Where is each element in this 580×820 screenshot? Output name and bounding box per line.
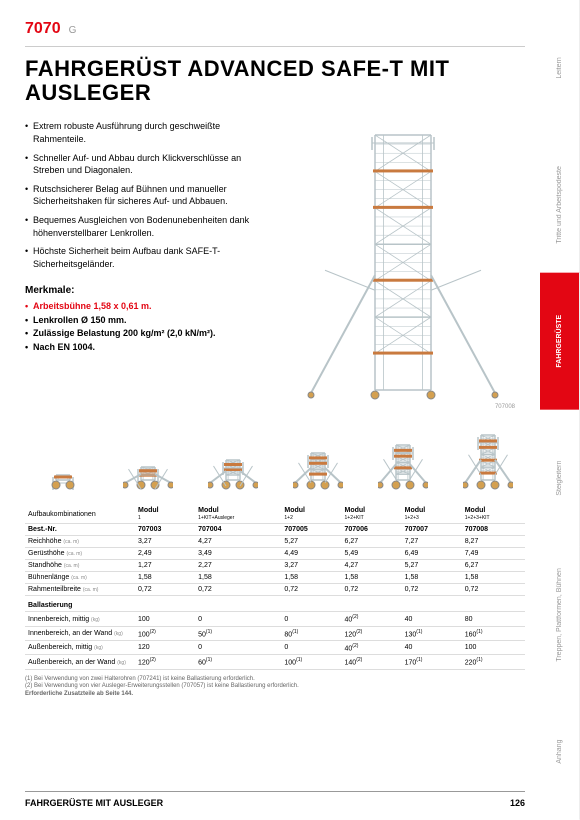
variant-thumb [365, 440, 440, 500]
variant-thumb [280, 448, 355, 500]
category-sidebar: LeiternTritte und ArbeitspodesteFAHRGERÜ… [540, 0, 580, 820]
feature-item: Extrem robuste Ausführung durch geschwei… [25, 120, 270, 145]
spec-item: Zulässige Belastung 200 kg/m² (2,0 kN/m²… [25, 327, 270, 341]
product-suffix: G [69, 25, 77, 36]
feature-item: Höchste Sicherheit beim Aufbau dank SAFE… [25, 245, 270, 270]
variant-thumb [450, 430, 525, 500]
variant-thumb [110, 462, 185, 500]
footnote: (1) Bei Verwendung von zwei Halterohren … [25, 676, 525, 684]
product-image [280, 120, 525, 410]
footnote: (2) Bei Verwendung von vier Ausleger-Erw… [25, 683, 525, 691]
sidebar-tab[interactable]: Leitern [540, 0, 580, 137]
feature-item: Rutschsicherer Belag auf Bühnen und manu… [25, 183, 270, 208]
variant-thumb [195, 455, 270, 500]
sidebar-tab[interactable]: FAHRGERÜSTE [540, 273, 580, 410]
sidebar-tab[interactable]: Treppen, Plattformen, Bühnen [540, 547, 580, 684]
footnote: Erforderliche Zusatzteile ab Seite 144. [25, 691, 525, 699]
product-code: 7070 [25, 20, 61, 37]
spec-item: Nach EN 1004. [25, 341, 270, 355]
feature-item: Bequemes Ausgleichen von Bodenunebenheit… [25, 214, 270, 239]
feature-list: Extrem robuste Ausführung durch geschwei… [25, 120, 270, 270]
footer-category: FAHRGERÜSTE MIT AUSLEGER [25, 798, 163, 808]
sidebar-tab[interactable]: Tritte und Arbeitspodeste [540, 137, 580, 274]
sidebar-tab[interactable]: Steigleitern [540, 410, 580, 547]
variant-thumb [25, 470, 100, 500]
divider [25, 46, 525, 47]
page-title: FAHRGERÜST ADVANCED SAFE-T MIT AUSLEGER [25, 57, 525, 105]
specs-list: Arbeitsbühne 1,58 x 0,61 m.Lenkrollen Ø … [25, 300, 270, 354]
feature-item: Schneller Auf- und Abbau durch Klickvers… [25, 152, 270, 177]
variant-thumbnails [25, 425, 525, 500]
page-number: 126 [510, 798, 525, 808]
spec-item: Arbeitsbühne 1,58 x 0,61 m. [25, 300, 270, 314]
spec-table: AufbaukombinationenModul1Modul1+KIT+Ausl… [25, 505, 525, 669]
footnotes: (1) Bei Verwendung von zwei Halterohren … [25, 676, 525, 699]
sidebar-tab[interactable]: Anhang [540, 683, 580, 820]
specs-heading: Merkmale: [25, 285, 270, 296]
spec-item: Lenkrollen Ø 150 mm. [25, 314, 270, 328]
image-caption: 707008 [495, 404, 515, 410]
